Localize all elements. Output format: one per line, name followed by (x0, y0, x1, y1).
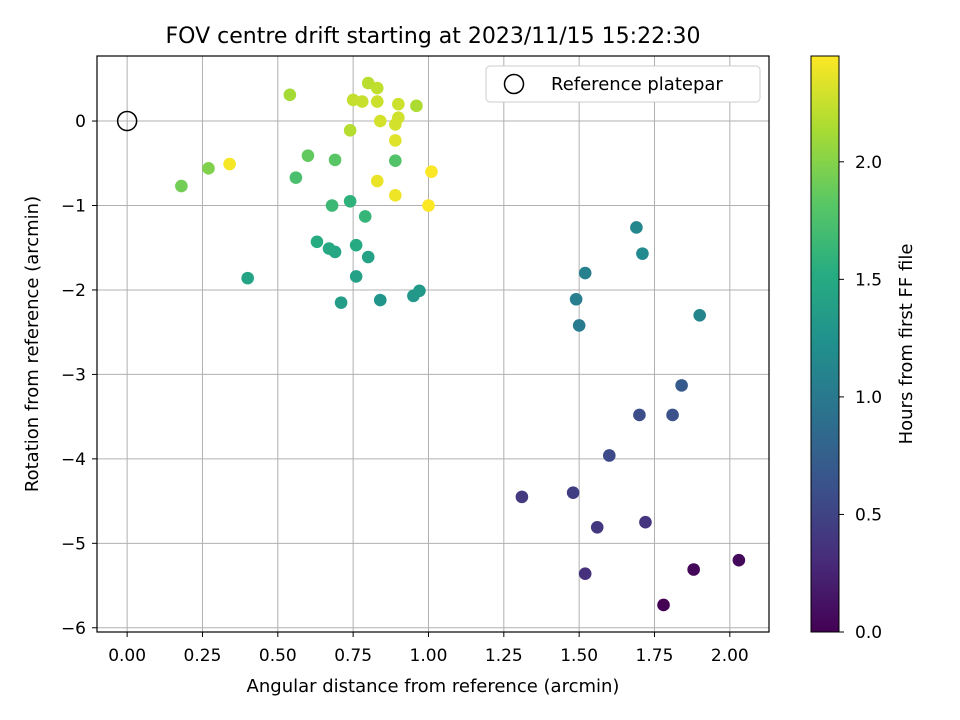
x-tick-label: 2.00 (711, 646, 749, 666)
data-point (343, 194, 357, 208)
colorbar-tick-label: 1.0 (855, 388, 882, 408)
data-point (373, 293, 387, 307)
data-point (578, 567, 592, 581)
x-axis-ticks: 0.00 0.25 0.50 0.75 1.00 1.25 1.50 1.75 2.00 (108, 632, 749, 666)
data-point (633, 408, 646, 422)
data-point (223, 157, 236, 171)
y-axis-ticks: 0 −1 −2 −3 −4 −5 −6 (61, 112, 97, 639)
data-point (687, 563, 700, 576)
y-tick-label: −2 (61, 281, 86, 301)
colorbar: 0.0 0.5 1.0 1.5 2.0 Hours from first FF file (810, 55, 917, 643)
data-point (413, 284, 426, 298)
data-point (515, 490, 529, 504)
y-tick-label: −6 (61, 619, 86, 639)
data-point (410, 99, 423, 113)
data-point (569, 292, 583, 306)
x-tick-label: 1.75 (636, 646, 674, 666)
colorbar-tick-label: 0.5 (855, 505, 882, 525)
data-point (334, 296, 348, 309)
data-point (175, 179, 188, 193)
y-tick-label: −4 (61, 450, 86, 470)
data-point (289, 171, 303, 184)
colorbar-tick-label: 0.0 (855, 623, 882, 643)
data-point (392, 97, 405, 111)
data-point (602, 449, 616, 462)
data-point (310, 235, 324, 249)
data-point (636, 247, 649, 260)
colorbar-ticks: 0.0 0.5 1.0 1.5 2.0 (839, 153, 882, 643)
data-point (389, 189, 402, 202)
x-tick-label: 1.25 (485, 646, 523, 666)
data-point (425, 165, 438, 179)
data-point (373, 114, 387, 128)
y-axis-label: Rotation from reference (arcmin) (22, 196, 43, 492)
data-point (590, 520, 604, 534)
data-point (389, 118, 402, 131)
data-point (639, 515, 652, 529)
legend-entry: Reference platepar (551, 74, 723, 95)
data-point (328, 153, 342, 167)
data-point (325, 199, 339, 212)
data-point (349, 238, 363, 252)
y-tick-label: −5 (61, 534, 86, 554)
plot-frame (96, 55, 770, 633)
data-point (370, 174, 384, 188)
x-tick-label: 0.00 (108, 646, 146, 666)
x-tick-label: 0.75 (334, 646, 372, 666)
data-point (322, 242, 336, 255)
legend-marker-icon (503, 73, 525, 95)
colorbar-gradient (810, 55, 840, 633)
data-point (358, 210, 372, 223)
y-tick-label: 0 (75, 112, 86, 132)
data-point (422, 199, 435, 212)
x-tick-label: 0.50 (259, 646, 297, 666)
data-points (175, 76, 746, 612)
data-point (241, 271, 254, 285)
legend: Reference platepar (485, 65, 761, 103)
colorbar-tick-label: 2.0 (855, 153, 882, 173)
data-point (361, 250, 375, 264)
data-point (370, 81, 384, 95)
data-point (657, 598, 670, 612)
data-point (355, 95, 369, 108)
chart-title: FOV centre drift starting at 2023/11/15 … (166, 24, 701, 49)
data-point (283, 88, 297, 102)
data-point (693, 308, 706, 322)
data-point (732, 553, 746, 567)
grid (97, 56, 769, 632)
data-point (349, 270, 363, 283)
data-point (666, 408, 679, 422)
colorbar-tick-label: 1.5 (855, 270, 882, 290)
data-point (370, 95, 384, 108)
data-point (389, 154, 402, 168)
x-tick-label: 1.50 (560, 646, 598, 666)
y-tick-label: −1 (61, 196, 86, 216)
data-point (389, 134, 402, 147)
data-point (301, 149, 315, 162)
x-axis-label: Angular distance from reference (arcmin) (247, 676, 620, 697)
plot-area: 0.00 0.25 0.50 0.75 1.00 1.25 1.50 1.75 2.00 0 −1… (61, 55, 770, 666)
legend-box (485, 65, 761, 103)
data-point (578, 266, 592, 280)
data-point (566, 486, 580, 499)
y-tick-label: −3 (61, 365, 86, 385)
data-point (630, 221, 643, 234)
colorbar-label: Hours from first FF file (896, 244, 917, 445)
data-point (572, 319, 586, 332)
x-tick-label: 1.00 (410, 646, 448, 666)
data-point (675, 379, 688, 392)
data-point (343, 124, 357, 137)
reference-marker (116, 110, 138, 132)
reference-platepar-marker (116, 110, 138, 132)
data-point (202, 162, 215, 175)
x-tick-label: 0.25 (184, 646, 222, 666)
